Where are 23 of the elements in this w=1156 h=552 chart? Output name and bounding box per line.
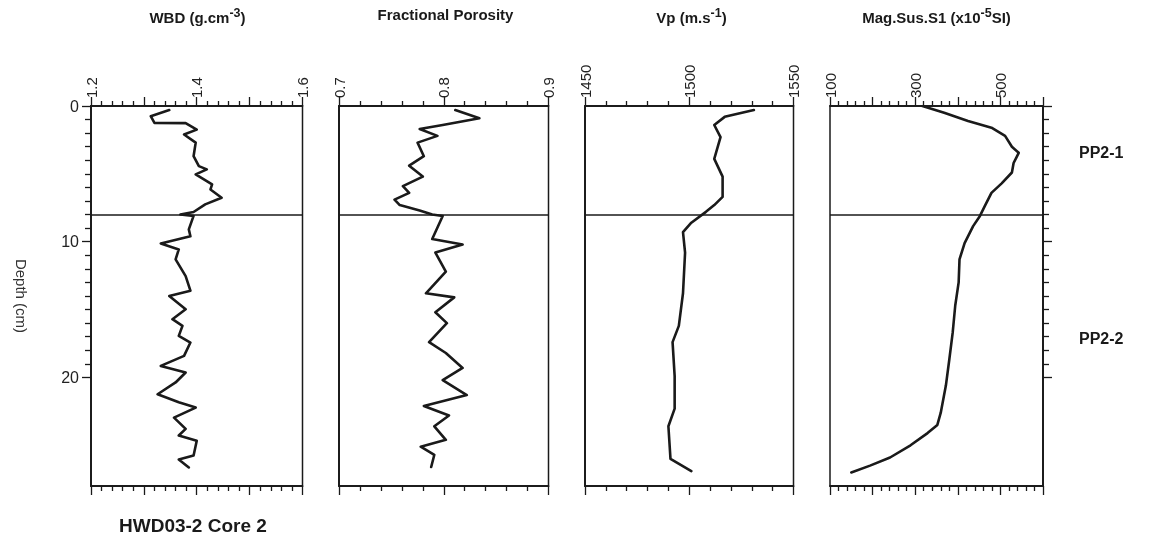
x-tick-label: 500 <box>991 72 1009 98</box>
x-tick-label: 1550 <box>785 64 802 98</box>
x-tick-label: 1.6 <box>294 77 311 98</box>
x-tick-label: 1450 <box>576 64 594 98</box>
x-tick-label: 1500 <box>680 64 698 98</box>
x-axis-title: Vp (m.s$^{-1}$) <box>655 6 728 26</box>
x-tick-label: 0.8 <box>435 77 453 98</box>
text: HWD03-2 Core 2 <box>119 515 267 536</box>
x-axis-title: WBD (g.cm$^{-3}$) <box>148 6 247 26</box>
x-tick-label: 1.4 <box>188 77 206 98</box>
x-tick-label: 0.7 <box>330 77 348 98</box>
y-tick-label: 20 <box>61 368 80 386</box>
x-tick-label: 0.9 <box>540 77 557 98</box>
y-tick-label: 10 <box>61 233 80 251</box>
x-axis-title: Mag.Sus.S1 (x10$^{-5}$SI) <box>861 6 1012 26</box>
x-tick-label: 300 <box>906 72 924 98</box>
y-axis-title: Depth (cm) <box>13 258 30 334</box>
y-tick-label: 0 <box>70 97 80 115</box>
x-tick-label: 1.2 <box>82 77 100 98</box>
x-axis-title: Fractional Porosity <box>376 6 515 23</box>
text: PP2-2 <box>1079 329 1124 347</box>
x-tick-label: 100 <box>821 72 839 98</box>
text: PP2-1 <box>1079 143 1124 161</box>
